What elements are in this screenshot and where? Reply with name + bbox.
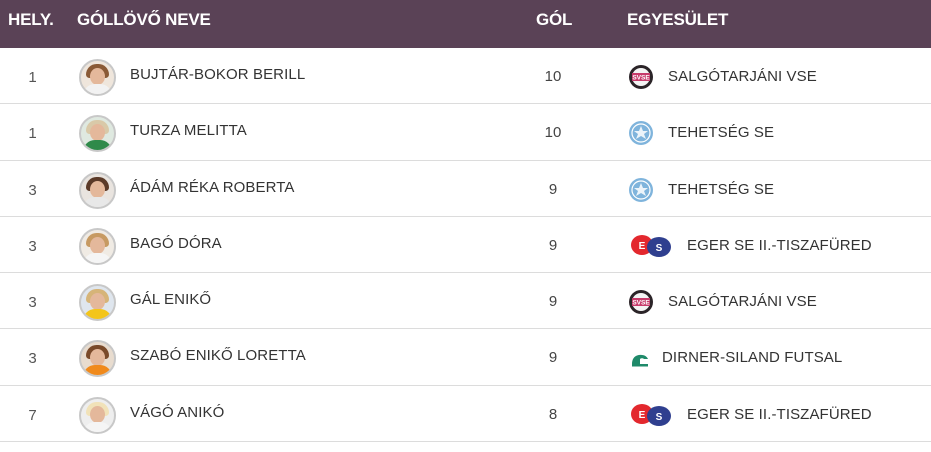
club-name[interactable]: TEHETSÉG SE (668, 180, 775, 198)
goals-cell: 10 (544, 124, 562, 142)
table-row[interactable]: 1 TURZA MELITTA 10 TEHETSÉG SE (0, 104, 931, 161)
club-name[interactable]: SALGÓTARJÁNI VSE (668, 68, 817, 85)
player-avatar (79, 115, 116, 153)
eger-se-logo-icon: E S (630, 233, 672, 259)
svse-logo-icon: SVSE (628, 64, 654, 90)
player-name[interactable]: SZABÓ ENIKŐ LORETTA (130, 347, 306, 365)
svg-text:E: E (639, 241, 646, 252)
table-row[interactable]: 3 SZABÓ ENIKŐ LORETTA 9 DIRNER-SILAND FU… (0, 329, 931, 386)
eger-se-logo-icon: E S (630, 402, 672, 428)
player-name[interactable]: VÁGÓ ANIKÓ (130, 403, 225, 421)
svse-logo-icon: SVSE (628, 289, 654, 315)
table-row[interactable]: 3 ÁDÁM RÉKA ROBERTA 9 TEHETSÉG SE (0, 161, 931, 217)
club-name[interactable]: DIRNER-SILAND FUTSAL (662, 349, 843, 367)
club-name[interactable]: EGER SE II.-TISZAFÜRED (687, 236, 872, 254)
rank-cell: 1 (28, 125, 37, 143)
player-avatar (79, 59, 116, 96)
dirner-logo-icon (630, 345, 650, 371)
tehetseg-logo-icon (628, 120, 654, 146)
goals-cell: 9 (548, 293, 558, 311)
rank-cell: 7 (28, 406, 37, 424)
player-avatar (79, 171, 116, 209)
rank-cell: 3 (28, 237, 37, 255)
rank-cell: 3 (28, 294, 37, 312)
player-name[interactable]: TURZA MELITTA (130, 122, 247, 140)
club-name[interactable]: EGER SE II.-TISZAFÜRED (687, 405, 872, 423)
svg-text:SVSE: SVSE (632, 75, 650, 82)
rank-cell: 3 (28, 181, 37, 199)
table-row[interactable]: 3 BAGÓ DÓRA 9 E S EGER SE II.-TISZAFÜRED (0, 217, 931, 274)
svg-text:S: S (656, 243, 663, 254)
svg-text:SVSE: SVSE (632, 300, 650, 307)
player-name[interactable]: ÁDÁM RÉKA ROBERTA (130, 178, 295, 196)
svg-text:E: E (639, 410, 646, 421)
svg-text:S: S (656, 412, 663, 423)
player-name[interactable]: GÁL ENIKŐ (130, 291, 212, 309)
header-club[interactable]: EGYESÜLET (627, 10, 729, 29)
rank-cell: 3 (28, 350, 37, 368)
player-avatar (79, 340, 116, 378)
club-name[interactable]: SALGÓTARJÁNI VSE (668, 293, 817, 311)
goals-cell: 8 (548, 405, 558, 423)
goals-cell: 10 (544, 68, 562, 85)
rank-cell: 1 (28, 69, 37, 86)
player-name[interactable]: BAGÓ DÓRA (130, 234, 222, 252)
player-avatar (79, 227, 116, 265)
goals-cell: 9 (548, 349, 558, 367)
header-goals[interactable]: GÓL (536, 10, 573, 29)
tehetseg-logo-icon (628, 177, 654, 203)
header-rank[interactable]: HELY. (8, 10, 54, 29)
goals-cell: 9 (548, 236, 558, 254)
club-name[interactable]: TEHETSÉG SE (668, 124, 775, 142)
table-header: HELY. GÓLLÖVŐ NEVE GÓL EGYESÜLET (0, 0, 931, 48)
table-body: 1 BUJTÁR-BOKOR BERILL 10 SVSE SALGÓTARJÁ… (0, 48, 931, 443)
goals-cell: 9 (548, 180, 558, 198)
header-name[interactable]: GÓLLÖVŐ NEVE (77, 10, 211, 29)
player-avatar (79, 284, 116, 322)
player-name[interactable]: BUJTÁR-BOKOR BERILL (130, 66, 306, 83)
table-row[interactable]: 3 GÁL ENIKŐ 9 SVSE SALGÓTARJÁNI VSE (0, 273, 931, 330)
player-avatar (79, 396, 116, 434)
table-row[interactable]: 7 VÁGÓ ANIKÓ 8 E S EGER SE II.-TISZAFÜRE… (0, 386, 931, 443)
table-row[interactable]: 1 BUJTÁR-BOKOR BERILL 10 SVSE SALGÓTARJÁ… (0, 48, 931, 105)
